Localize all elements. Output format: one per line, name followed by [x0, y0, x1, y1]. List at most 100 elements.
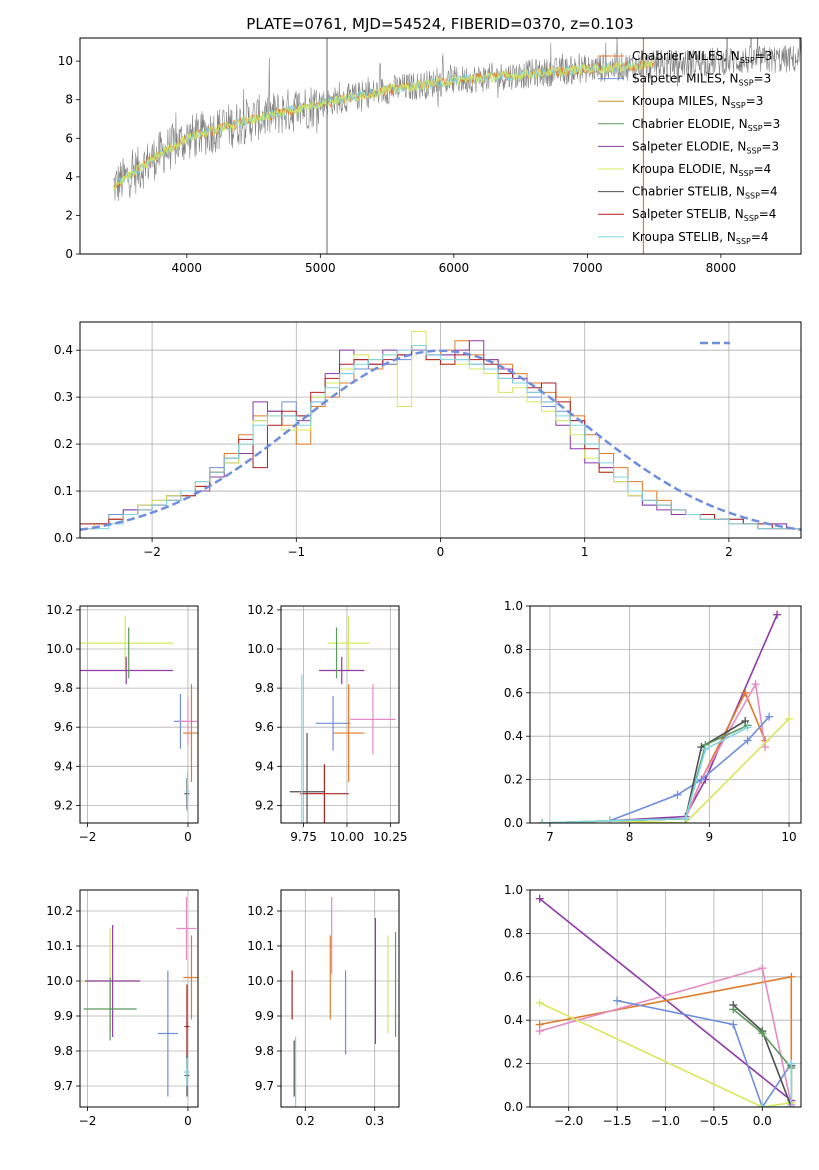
x-tick-label: 1	[581, 545, 589, 559]
errorbar-point	[176, 897, 197, 960]
y-tick-label: 9.8	[54, 1044, 73, 1058]
y-tick-label: 9.2	[54, 798, 73, 812]
mass-weight-marker	[605, 816, 614, 823]
legend-label: Kroupa STELIB, N	[632, 230, 736, 244]
axes-frame	[79, 889, 199, 1108]
y-tick-label: 0	[65, 247, 73, 261]
panel-spectrum: 4000 5000 6000 7000 8000 0 2 4 6 8 10 Chabrier MILE…	[58, 37, 802, 275]
legend-suffix: =4	[759, 207, 777, 221]
legend-label: Salpeter ELODIE, N	[632, 139, 746, 153]
y-tick-label: 8	[65, 93, 73, 107]
y-tick-label: 1.0	[504, 599, 523, 613]
panel-mass_vs_EBV: 0.2 0.3 9.7 9.8 9.9 10.0 10.1 10.2	[247, 889, 400, 1128]
panel-age_vs_Z: −2 0 9.2 9.4 9.6 9.8 10.0 10.2	[46, 603, 199, 844]
x-tick-label: −1	[287, 545, 305, 559]
legend-entry: Chabrier MILES, NSSP=3	[632, 49, 772, 65]
legend-suffix: =4	[760, 185, 778, 199]
mass-weight-marker	[613, 996, 622, 1005]
legend-entry: Chabrier STELIB, NSSP=4	[632, 185, 778, 201]
errorbar-point	[183, 935, 198, 1020]
y-tick-label: 10.0	[46, 974, 73, 988]
y-tick-label: 10.0	[247, 974, 274, 988]
x-tick-label: 0	[184, 1114, 192, 1128]
legend-subscript: SSP	[736, 237, 751, 246]
plot-area	[80, 615, 198, 812]
panel-residual_hist: −2 −1 0 1 2 0.0 0.1 0.2 0.3 0.4	[54, 321, 802, 559]
figure-title: PLATE=0761, MJD=54524, FIBERID=0370, z=0…	[246, 15, 633, 33]
y-tick-label: 9.4	[255, 759, 274, 773]
mass-weight-line	[762, 1063, 793, 1107]
errorbar-point	[83, 977, 137, 1041]
legend-label: Chabrier STELIB, N	[632, 185, 745, 199]
axes-residual_hist: −2 −1 0 1 2 0.0 0.1 0.2 0.3 0.4	[54, 322, 801, 559]
x-tick-label: 9	[706, 830, 714, 844]
errorbar-point	[157, 970, 178, 1097]
axes-frame	[529, 889, 802, 1108]
y-tick-label: 9.6	[255, 720, 274, 734]
legend-suffix: =3	[755, 49, 773, 63]
mass-weight-marker	[758, 1029, 767, 1038]
mass-weight-marker	[697, 775, 706, 784]
errorbar-point	[333, 684, 365, 782]
y-tick-label: 1.0	[504, 883, 523, 897]
panel-massweight_vs_age: 7 8 9 10 0.0 0.2 0.4 0.6 0.8 1.0	[504, 599, 802, 844]
panel-massweight_vs_Z: −2.0 −1.5 −1.0 −0.5 0.0 0.0 0.2 0.4 0.6 0.8 1.0	[504, 883, 802, 1128]
errorbar-point	[80, 656, 173, 685]
y-tick-label: 9.8	[255, 1044, 274, 1058]
y-tick-label: 0.8	[504, 926, 523, 940]
y-tick-label: 9.4	[54, 759, 73, 773]
y-tick-label: 9.8	[255, 681, 274, 695]
errorbar-point	[80, 615, 173, 671]
y-tick-label: 0.4	[54, 343, 73, 357]
y-tick-label: 0.6	[504, 686, 523, 700]
y-tick-label: 9.6	[54, 720, 73, 734]
x-tick-label: 0.2	[296, 1114, 315, 1128]
mass-weight-line	[609, 681, 766, 822]
x-tick-label: −2	[79, 830, 97, 844]
mass-weight-marker	[743, 723, 752, 732]
y-tick-label: 0.2	[54, 437, 73, 451]
x-tick-label: 8	[626, 830, 634, 844]
normal-curve	[80, 349, 801, 532]
legend-subscript: SSP	[740, 56, 755, 65]
y-tick-label: 10.0	[46, 642, 73, 656]
mass-weight-marker	[785, 714, 794, 723]
y-tick-label: 6	[65, 131, 73, 145]
mass-weight-marker	[773, 610, 782, 619]
mass-weight-marker	[787, 1059, 796, 1068]
x-tick-label: −2	[143, 545, 161, 559]
legend-suffix: =3	[761, 139, 779, 153]
y-tick-label: 9.9	[54, 1009, 73, 1023]
errorbar-point	[350, 684, 396, 755]
y-tick-label: 0.0	[504, 1100, 523, 1114]
x-tick-label: −0.5	[699, 1114, 728, 1128]
mass-weight-marker	[765, 712, 774, 721]
x-tick-label: 10	[781, 830, 796, 844]
errorbar-point	[319, 656, 365, 685]
x-tick-label: 9.75	[290, 830, 317, 844]
axes-frame	[79, 321, 802, 539]
legend-entry: Salpeter STELIB, NSSP=4	[632, 207, 776, 223]
x-tick-label: −2.0	[554, 1114, 583, 1128]
mass-weight-marker	[681, 814, 690, 823]
plot-area	[289, 615, 396, 823]
legend-entry: Kroupa STELIB, NSSP=4	[632, 230, 769, 246]
mass-weight-marker	[535, 998, 544, 1007]
histogram-series	[80, 344, 801, 530]
y-tick-label: 10.1	[247, 939, 274, 953]
x-tick-label: 2	[725, 545, 733, 559]
x-tick-label: 10.25	[373, 830, 407, 844]
errorbar-point	[183, 1058, 190, 1086]
legend-label: Chabrier ELODIE, N	[632, 117, 748, 131]
mass-weight-marker	[537, 819, 546, 823]
y-tick-label: 9.2	[255, 798, 274, 812]
y-tick-label: 0.0	[504, 816, 523, 830]
axes-frame	[280, 889, 400, 1108]
spectrum-model-line	[112, 60, 655, 192]
x-tick-label: 7000	[572, 261, 603, 275]
errorbar-point	[300, 764, 349, 823]
x-tick-label: 8000	[706, 261, 737, 275]
legend-entry: Chabrier ELODIE, NSSP=3	[632, 117, 780, 133]
legend-suffix: =4	[751, 230, 769, 244]
errorbar-point	[289, 733, 325, 823]
